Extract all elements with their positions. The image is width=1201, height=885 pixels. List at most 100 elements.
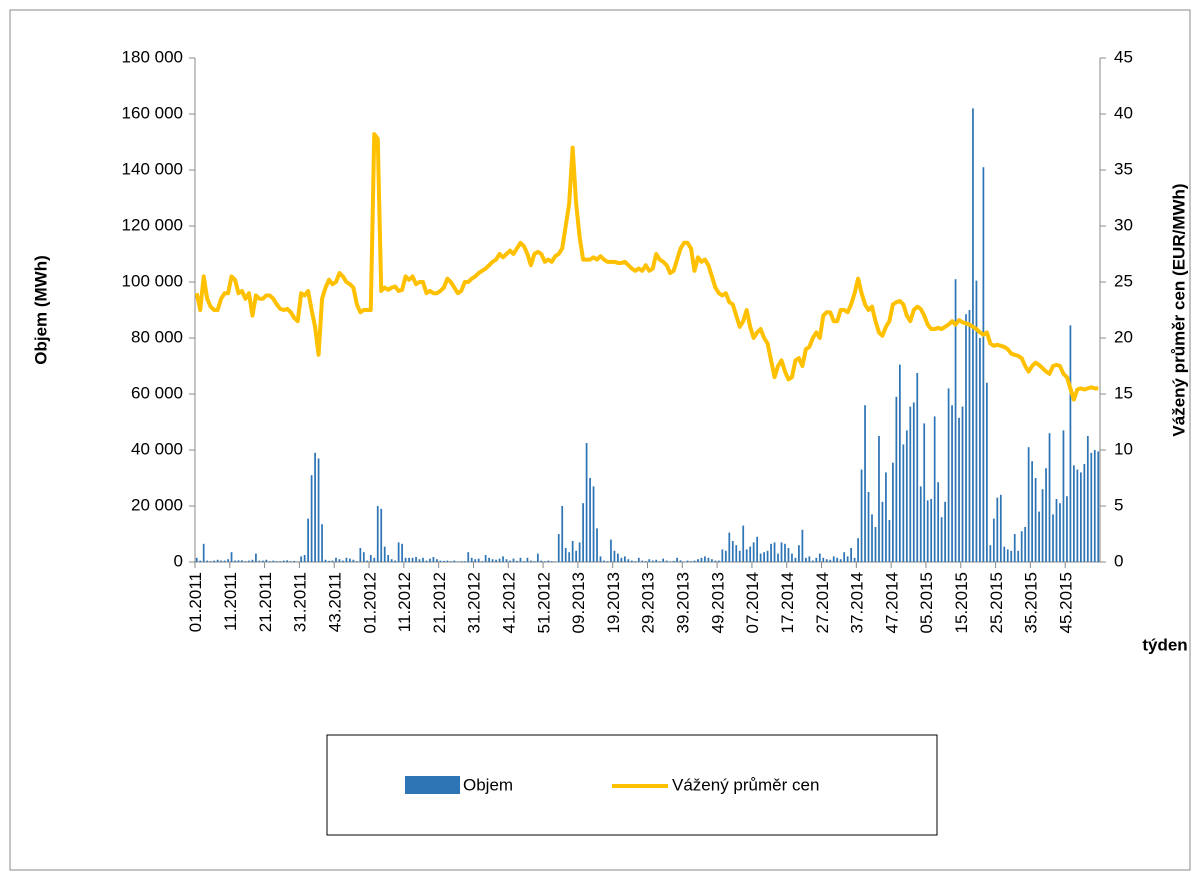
- bar: [693, 560, 696, 562]
- bar: [794, 557, 797, 562]
- bar: [1020, 531, 1023, 562]
- y2-tick-label: 25: [1114, 271, 1133, 290]
- bar: [811, 560, 814, 562]
- bar: [738, 550, 741, 562]
- bar: [296, 561, 299, 562]
- y2-tick-label: 20: [1114, 327, 1133, 346]
- bar: [1052, 514, 1054, 562]
- bar: [770, 543, 772, 562]
- bar: [1069, 325, 1072, 562]
- bar: [561, 506, 564, 562]
- bar: [836, 557, 839, 562]
- bar: [338, 559, 341, 562]
- bar: [791, 553, 793, 562]
- bar: [589, 478, 591, 562]
- bar: [634, 561, 637, 562]
- legend-label: Vážený průměr cen: [672, 775, 819, 794]
- bar: [429, 558, 431, 562]
- bar: [892, 462, 894, 562]
- bar: [1003, 546, 1006, 562]
- x-tick-label: 39.2013: [674, 572, 693, 633]
- bar: [439, 560, 442, 562]
- bar: [613, 550, 616, 562]
- bar: [495, 559, 497, 562]
- bar: [648, 559, 651, 562]
- bar: [425, 560, 428, 562]
- bar: [523, 561, 525, 562]
- bar: [888, 520, 891, 562]
- bar: [937, 482, 940, 562]
- bar: [763, 552, 765, 562]
- bar: [749, 546, 752, 562]
- bar: [721, 549, 724, 562]
- bar: [516, 560, 518, 562]
- y-tick-label: 120 000: [122, 215, 183, 234]
- bar: [850, 548, 852, 562]
- bar: [303, 555, 306, 562]
- bar: [996, 497, 999, 562]
- bar: [759, 553, 762, 562]
- bar: [624, 556, 626, 562]
- bar: [362, 552, 365, 562]
- bar: [839, 559, 842, 562]
- bar: [603, 560, 605, 562]
- bar: [387, 555, 390, 562]
- legend-swatch: [405, 776, 460, 794]
- bar: [895, 396, 898, 562]
- bar: [1097, 451, 1100, 562]
- bar: [460, 561, 463, 562]
- bar: [279, 561, 282, 562]
- bar: [961, 406, 964, 562]
- bar: [818, 553, 821, 562]
- bar: [714, 560, 717, 562]
- bar: [307, 518, 309, 562]
- x-tick-label: 27.2014: [813, 572, 832, 633]
- bar: [617, 553, 619, 562]
- bar: [717, 560, 720, 562]
- bar: [878, 436, 880, 562]
- bar: [474, 559, 477, 562]
- bar: [1013, 534, 1016, 562]
- chart-border: [9, 9, 1191, 871]
- bar: [380, 508, 383, 562]
- bar: [679, 560, 682, 562]
- bar: [540, 560, 543, 562]
- y-tick-label: 0: [174, 551, 183, 570]
- bar: [606, 561, 609, 562]
- bar: [641, 560, 644, 562]
- bar: [683, 561, 685, 562]
- bar: [331, 560, 334, 562]
- bar: [564, 548, 567, 562]
- bar: [352, 559, 355, 562]
- bar: [328, 560, 330, 562]
- x-tick-label: 21.2012: [430, 572, 449, 633]
- bar: [237, 560, 240, 562]
- bar: [651, 560, 654, 562]
- bar: [620, 557, 623, 562]
- y2-tick-label: 45: [1114, 47, 1133, 66]
- y-tick-label: 20 000: [131, 495, 183, 514]
- bar: [815, 557, 818, 562]
- bar: [255, 553, 257, 562]
- bar: [1027, 447, 1030, 562]
- bar: [484, 555, 487, 562]
- bar: [958, 417, 960, 562]
- bar: [756, 536, 759, 562]
- bar: [585, 443, 588, 562]
- bar: [202, 543, 205, 562]
- bar: [443, 560, 445, 562]
- bar: [481, 561, 484, 562]
- bar: [477, 558, 480, 562]
- bar: [383, 546, 386, 562]
- bar: [745, 549, 748, 562]
- bar: [265, 559, 268, 562]
- legend-label: Objem: [463, 775, 513, 794]
- x-tick-label: 45.2015: [1056, 572, 1075, 633]
- bar: [798, 545, 800, 562]
- bar: [557, 534, 560, 562]
- bar: [808, 556, 811, 562]
- bar: [825, 559, 828, 562]
- bar: [509, 560, 511, 562]
- bar: [230, 552, 233, 562]
- bar: [519, 557, 522, 562]
